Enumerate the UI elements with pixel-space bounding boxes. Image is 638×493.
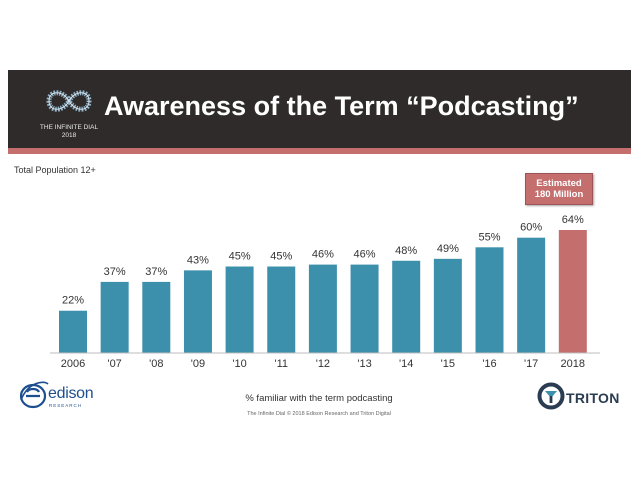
data-label-4: 45% [229, 251, 251, 263]
x-tick-label-7: '13 [357, 358, 371, 370]
callout-line1: Estimated [536, 178, 582, 189]
x-axis-note: % familiar with the term podcasting [245, 393, 393, 404]
data-label-3: 43% [187, 254, 209, 266]
x-tick-label-12: 2018 [561, 358, 585, 370]
data-label-11: 60% [520, 222, 542, 234]
bar-0 [59, 310, 87, 353]
x-tick-label-11: '17 [524, 358, 538, 370]
data-label-5: 45% [270, 251, 292, 263]
estimate-callout: Estimated 180 Million [525, 173, 593, 205]
x-tick-label-2: '08 [149, 358, 163, 370]
x-tick-label-10: '16 [482, 358, 496, 370]
bar-8 [392, 260, 421, 353]
x-tick-label-0: 2006 [61, 358, 85, 370]
accent-divider [8, 148, 631, 154]
infinity-icon [46, 90, 92, 112]
data-label-8: 48% [395, 245, 417, 257]
triton-circle-icon [537, 382, 565, 410]
data-label-7: 46% [354, 249, 376, 261]
bar-10 [475, 247, 504, 353]
bar-12 [558, 230, 587, 353]
x-tick-label-3: '09 [191, 358, 205, 370]
x-tick-label-8: '14 [399, 358, 413, 370]
data-label-10: 55% [478, 231, 500, 243]
x-tick-label-9: '15 [441, 358, 455, 370]
bar-5 [267, 266, 296, 353]
edison-logo: edison RESEARCH [18, 378, 100, 412]
x-tick-label-1: '07 [107, 358, 121, 370]
callout-line2: 180 Million [534, 189, 584, 200]
x-tick-label-5: '11 [274, 358, 288, 370]
bar-6 [308, 264, 337, 353]
triton-logo: TRITON [537, 381, 619, 415]
bar-7 [350, 264, 379, 353]
header-bar: THE INFINITE DIAL 2018 Awareness of the … [8, 70, 631, 148]
edison-e-icon [19, 381, 49, 409]
edison-wordmark: edison [48, 385, 94, 402]
bar-9 [433, 258, 462, 353]
data-label-6: 46% [312, 249, 334, 261]
page-title: Awareness of the Term “Podcasting” [104, 91, 579, 121]
infinite-dial-logo: THE INFINITE DIAL 2018 [30, 80, 108, 140]
x-tick-label-4: '10 [232, 358, 246, 370]
data-label-0: 22% [62, 295, 84, 307]
logo-line2: 2018 [61, 132, 77, 139]
bar-2 [142, 281, 171, 353]
data-label-9: 49% [437, 243, 459, 255]
bar-11 [517, 237, 546, 353]
triton-wordmark: TRITON [566, 390, 620, 406]
bar-3 [183, 270, 212, 353]
bar-4 [225, 266, 254, 353]
data-label-12: 64% [562, 214, 584, 226]
bar-1 [100, 281, 129, 353]
footer-credit: The Infinite Dial © 2018 Edison Research… [247, 411, 391, 417]
x-tick-label-6: '12 [316, 358, 330, 370]
data-label-1: 37% [104, 266, 126, 278]
logo-line1: THE INFINITE DIAL [39, 124, 99, 131]
edison-sub-wordmark: RESEARCH [49, 403, 83, 408]
chart-subtitle: Total Population 12+ [14, 165, 96, 175]
data-label-2: 37% [145, 266, 167, 278]
